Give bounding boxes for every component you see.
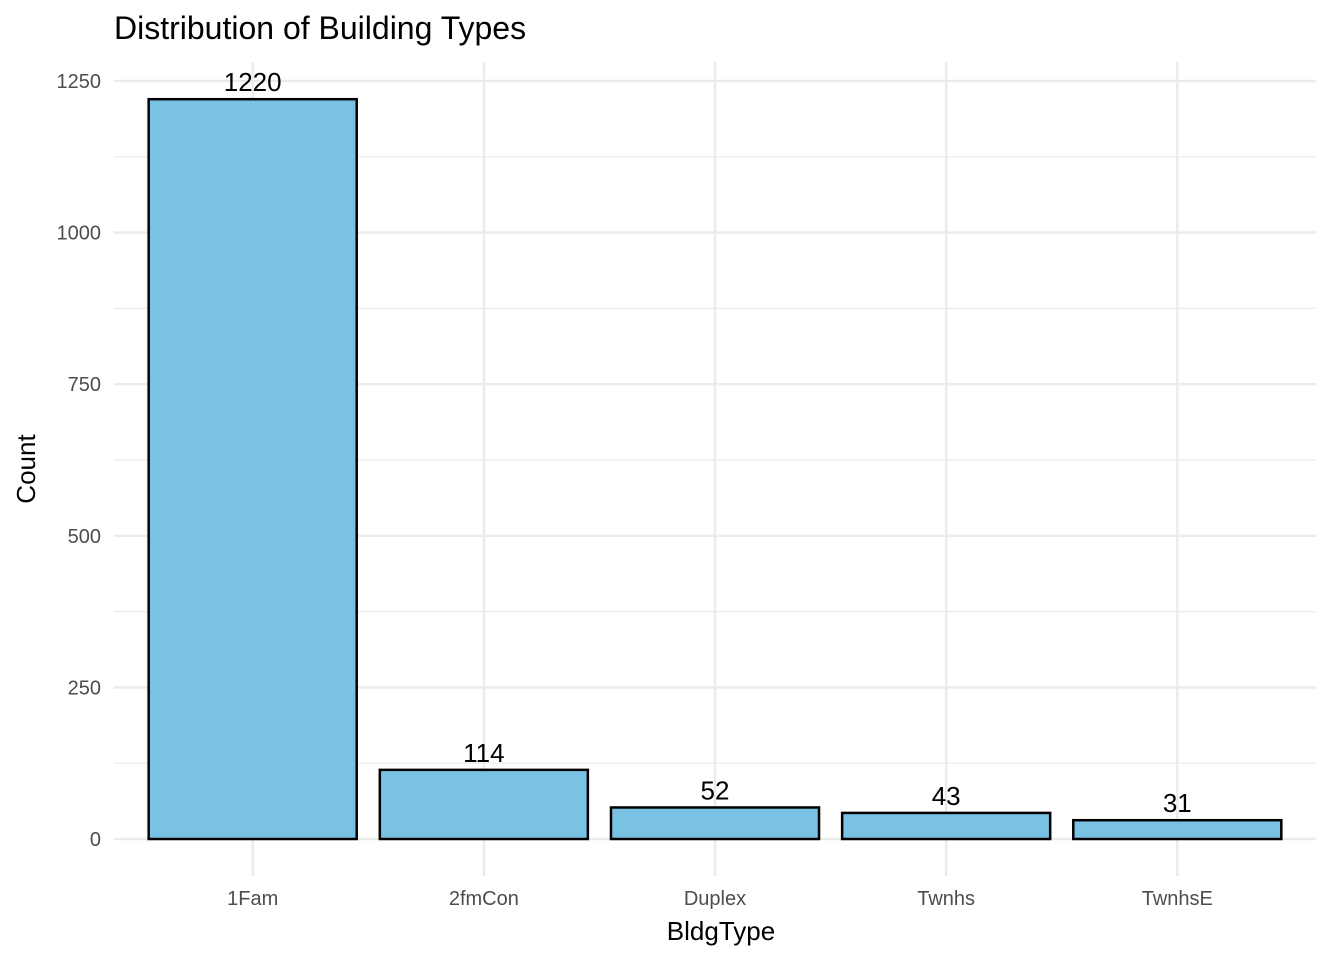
x-tick-label: 2fmCon (449, 888, 519, 910)
bar-Duplex (609, 806, 821, 841)
bar-Twnhs (840, 811, 1052, 841)
bar-1Fam (147, 97, 358, 841)
y-axis-ticks: 0 250 500 750 1000 1250 (57, 71, 102, 851)
x-tick-label: Twnhs (917, 888, 975, 910)
x-axis-ticks: 1Fam 2fmCon Duplex Twnhs TwnhsE (227, 888, 1213, 910)
y-tick-label: 0 (90, 829, 101, 851)
y-tick-label: 750 (68, 374, 101, 396)
bar-TwnhsE (1072, 818, 1283, 841)
y-tick-label: 1250 (57, 71, 102, 93)
data-label-Duplex: 52 (701, 775, 730, 805)
data-labels: 1220 114 52 43 31 (224, 67, 1192, 818)
bars (147, 97, 1283, 841)
data-label-TwnhsE: 31 (1163, 788, 1192, 818)
chart-title: Distribution of Building Types (114, 10, 526, 46)
x-tick-label: Duplex (684, 888, 746, 910)
y-tick-label: 1000 (57, 223, 102, 245)
y-tick-label: 250 (68, 677, 101, 699)
x-tick-label: 1Fam (227, 888, 278, 910)
x-tick-label: TwnhsE (1142, 888, 1213, 910)
y-tick-label: 500 (68, 526, 101, 548)
x-axis-title: BldgType (667, 916, 775, 946)
data-label-1Fam: 1220 (224, 67, 282, 97)
data-label-Twnhs: 43 (932, 781, 961, 811)
data-label-2fmCon: 114 (463, 738, 504, 768)
y-axis-title: Count (11, 434, 41, 504)
bar-2fmCon (378, 768, 590, 841)
